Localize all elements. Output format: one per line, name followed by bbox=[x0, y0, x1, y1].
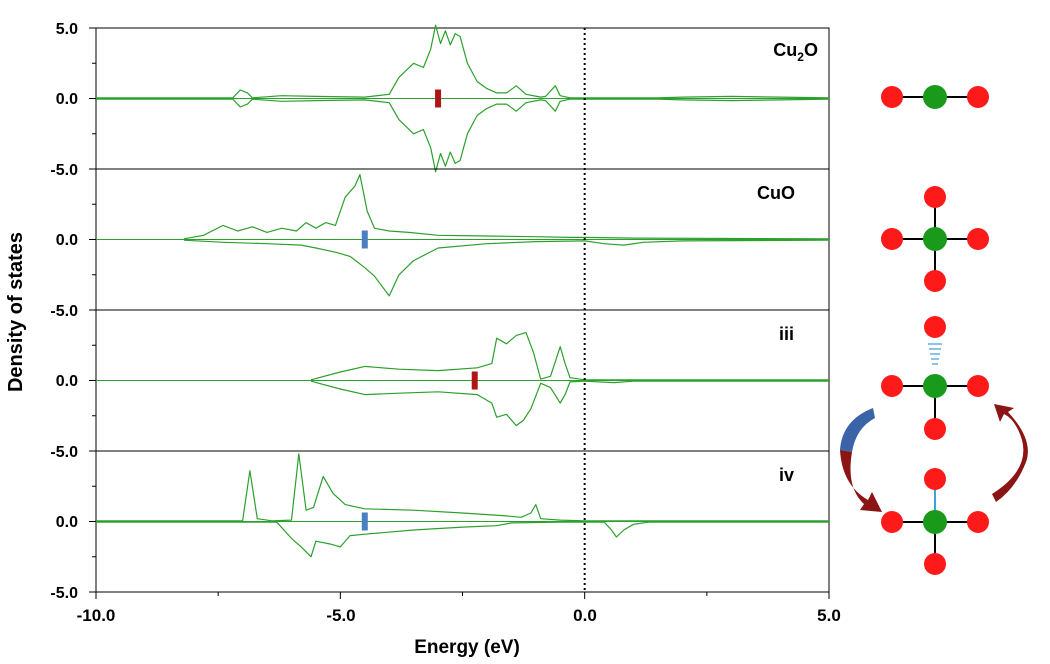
band-center-marker bbox=[361, 512, 368, 531]
structure-schematics bbox=[840, 85, 1028, 575]
y-tick-label: 0.0 bbox=[56, 232, 78, 249]
x-tick-label: 5.0 bbox=[817, 606, 841, 625]
y-tick-label: 0.0 bbox=[56, 514, 78, 531]
y-tick-label: 0.0 bbox=[56, 91, 78, 108]
copper-atom bbox=[923, 227, 947, 251]
panel-ticks bbox=[89, 168, 96, 311]
dos-series-line bbox=[183, 174, 830, 240]
dos-series-line bbox=[96, 453, 829, 522]
panel-ticks bbox=[89, 309, 96, 452]
panel-label: iii bbox=[779, 324, 794, 344]
oxygen-atom bbox=[967, 375, 989, 397]
x-axis-label: Energy (eV) bbox=[414, 637, 520, 658]
dos-series-line bbox=[310, 332, 829, 381]
y-tick-label: -5.0 bbox=[50, 303, 78, 320]
x-axis-ticks bbox=[95, 592, 830, 599]
oxygen-atom bbox=[967, 511, 989, 533]
y-axis-label: Density of states bbox=[5, 232, 27, 392]
band-center-marker bbox=[471, 371, 478, 390]
dos-series-line bbox=[96, 521, 829, 558]
panel-cuo: 0.0 -5.0 CuO bbox=[50, 168, 830, 320]
oxygen-atom bbox=[924, 553, 946, 575]
y-tick-label: -5.0 bbox=[50, 585, 78, 602]
oxygen-atom bbox=[967, 228, 989, 250]
oxygen-atom bbox=[881, 86, 903, 108]
panel-curves bbox=[96, 453, 829, 558]
oxygen-atom bbox=[967, 86, 989, 108]
panel-label: CuO bbox=[757, 183, 795, 203]
structure-square-planar bbox=[881, 186, 989, 292]
band-center-marker bbox=[435, 89, 442, 108]
x-tick-labels: -10.0 -5.0 0.0 5.0 bbox=[77, 606, 841, 625]
panel-cu2o: 5.0 0.0 -5.0 Cu2O bbox=[50, 21, 830, 179]
copper-atom bbox=[923, 510, 947, 534]
panel-curves bbox=[96, 174, 830, 297]
panel-label: iv bbox=[779, 465, 794, 485]
copper-atom bbox=[923, 374, 947, 398]
y-tick-label: -5.0 bbox=[50, 162, 78, 179]
structure-linear bbox=[881, 85, 989, 109]
panel-curves bbox=[96, 24, 830, 173]
structure-iii bbox=[881, 316, 989, 440]
panel-curves bbox=[96, 332, 829, 427]
oxygen-atom bbox=[924, 316, 946, 338]
oxygen-atom bbox=[924, 270, 946, 292]
interconversion-arrows bbox=[840, 404, 1028, 512]
arrow-right bbox=[992, 404, 1028, 502]
copper-atom bbox=[923, 85, 947, 109]
panel-ticks bbox=[89, 450, 96, 593]
arrow-left-upper bbox=[840, 408, 875, 452]
panel-iv: 0.0 -5.0 iv bbox=[50, 450, 830, 602]
x-tick-label: -10.0 bbox=[77, 606, 116, 625]
panel-label-after: O bbox=[804, 40, 818, 60]
panel-iii: 0.0 -5.0 iii bbox=[50, 309, 830, 461]
panel-ticks bbox=[89, 27, 96, 170]
panel-label-main: Cu bbox=[773, 40, 797, 60]
oxygen-atom bbox=[881, 375, 903, 397]
oxygen-atom bbox=[881, 228, 903, 250]
x-tick-label: 0.0 bbox=[573, 606, 597, 625]
oxygen-atom bbox=[924, 186, 946, 208]
dos-series-line bbox=[96, 98, 830, 173]
y-tick-label: -5.0 bbox=[50, 444, 78, 461]
dos-series-line bbox=[310, 380, 829, 427]
x-tick-label: -5.0 bbox=[326, 606, 355, 625]
oxygen-atom bbox=[881, 511, 903, 533]
weak-bond-dashes bbox=[928, 343, 942, 365]
y-tick-label: 0.0 bbox=[56, 373, 78, 390]
panel-label-sub: 2 bbox=[797, 50, 804, 64]
panel-label: Cu2O bbox=[773, 40, 818, 64]
oxygen-atom bbox=[924, 418, 946, 440]
dos-series-line bbox=[96, 24, 830, 99]
oxygen-atom bbox=[924, 468, 946, 490]
structure-iv bbox=[881, 468, 989, 575]
arrow-left-lower bbox=[840, 450, 882, 512]
y-tick-label: 5.0 bbox=[56, 21, 78, 38]
dos-series-line bbox=[183, 239, 830, 297]
band-center-marker bbox=[361, 230, 368, 249]
